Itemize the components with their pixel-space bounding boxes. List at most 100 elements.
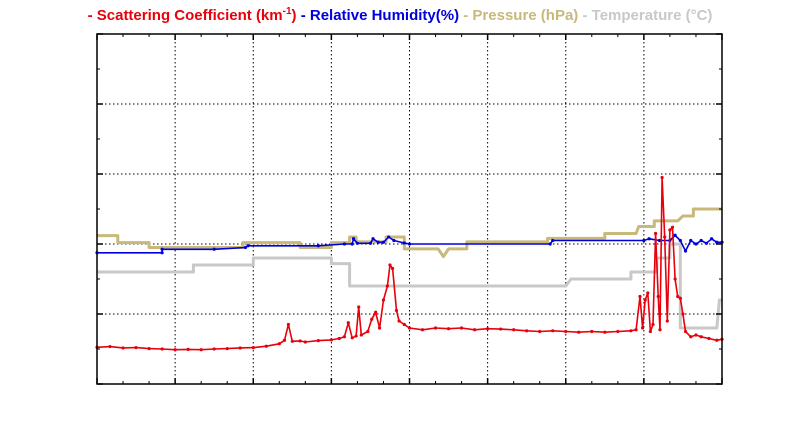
scattering-coefficient-point [199,348,203,352]
scattering-coefficient-point [337,336,341,341]
scattering-coefficient-point [303,340,307,344]
scattering-coefficient-point [676,294,680,299]
relative-humidity-point [694,242,698,246]
scattering-coefficient-point [663,235,667,239]
scattering-coefficient-point [694,333,698,337]
scattering-coefficient-point [173,348,177,352]
relative-humidity-point [387,235,391,239]
relative-humidity-point [715,240,719,244]
legend-text: - Scattering Coefficient (km-1) - Relati… [88,6,713,24]
scattering-coefficient-point [407,326,412,330]
scattering-coefficient-point [689,335,693,339]
relative-humidity-point [551,238,555,243]
scattering-coefficient-point [212,347,216,351]
scattering-coefficient-point [638,294,642,299]
legend-label-close: ) [292,7,297,24]
scattering-coefficient-point [525,329,529,333]
temperature-line [97,242,722,330]
scattering-coefficient-point [658,328,662,332]
relative-humidity-point [548,242,552,246]
scattering-coefficient-point [646,291,650,295]
relative-humidity-point [376,240,380,244]
relative-humidity-point [709,237,714,241]
scattering-coefficient-point [707,336,711,341]
scattering-coefficient-point [329,338,333,342]
relative-humidity-point [699,238,703,243]
legend-marker: - [578,7,591,24]
scattering-coefficient-point [499,327,503,331]
scattering-coefficient-point [668,228,672,232]
scattering-coefficient-point [346,321,350,325]
scattering-coefficient-point [264,344,268,348]
scattering-coefficient-point [715,338,719,342]
scattering-coefficient-point [390,266,395,271]
scattering-coefficient-point [359,333,363,337]
scattering-coefficient-point [653,231,658,236]
scattering-coefficient-point [238,346,242,350]
scattering-coefficient-point [603,330,607,334]
scattering-coefficient-point [656,294,660,299]
scattering-coefficient-point [134,346,138,350]
scattering-coefficient-point [446,327,451,331]
relative-humidity-point [704,241,708,245]
scattering-coefficient-point [681,312,685,316]
relative-humidity-point [407,242,412,246]
relative-humidity-point [246,244,250,248]
relative-humidity-point [673,233,677,237]
scattering-coefficient-point [699,335,703,339]
scattering-coefficient-point [316,339,320,343]
legend-label: Relative Humidity(%) [310,7,459,24]
scattering-coefficient-point [350,336,354,340]
scattering-coefficient-point [643,298,647,302]
scattering-coefficient-point [651,322,655,327]
scattering-coefficient-point [590,329,594,334]
scattering-coefficient-point [354,334,358,338]
relative-humidity-point [381,240,386,244]
scattering-coefficient-point [538,329,542,334]
relative-humidity-point [368,241,373,245]
legend-superscript: -1 [283,6,292,17]
scattering-coefficient-point [388,263,392,267]
scattering-coefficient-point [370,317,374,321]
scattering-coefficient-point [160,347,164,351]
scattering-coefficient-point [298,339,302,343]
legend-marker: - [297,7,310,24]
legend-marker: - [459,7,472,24]
scattering-coefficient-point [660,175,664,180]
scattering-coefficient-point [459,326,464,330]
relative-humidity-point [160,247,164,251]
relative-humidity-point [647,237,651,241]
scattering-coefficient-point [564,329,568,334]
scattering-coefficient-point [640,326,645,330]
scattering-coefficient-point [670,225,675,229]
relative-humidity-point [689,238,693,243]
scattering-coefficient-point [290,339,294,343]
scattering-coefficient-point [342,335,346,339]
scattering-coefficient-point [394,308,399,313]
scattering-coefficient-point [634,328,638,332]
relative-humidity-point [351,237,356,241]
scattering-coefficient-point [629,329,633,333]
pressure-line [97,207,722,259]
scattering-coefficient-point [251,346,255,350]
scattering-coefficient-point [486,327,490,331]
relative-humidity-point [392,238,396,243]
relative-humidity-point [350,242,354,246]
scattering-coefficient-point [551,329,555,333]
chart-legend: - Scattering Coefficient (km-1) - Relati… [88,6,713,24]
relative-humidity-point [683,249,688,253]
relative-humidity-point [657,238,662,243]
scattering-coefficient-point [186,347,190,351]
scattering-coefficient-point [147,347,151,351]
scattering-coefficient-point [420,328,425,332]
scattering-coefficient-point [673,277,677,281]
scattering-coefficient-point [616,329,620,334]
scattering-coefficient-point [678,296,682,300]
legend-marker: - [88,7,97,24]
scattering-coefficient-point [377,326,382,330]
axis-ticks [96,33,723,385]
relative-humidity-point [243,245,248,250]
scattering-coefficient-point [433,326,438,330]
relative-humidity-point [160,251,164,255]
